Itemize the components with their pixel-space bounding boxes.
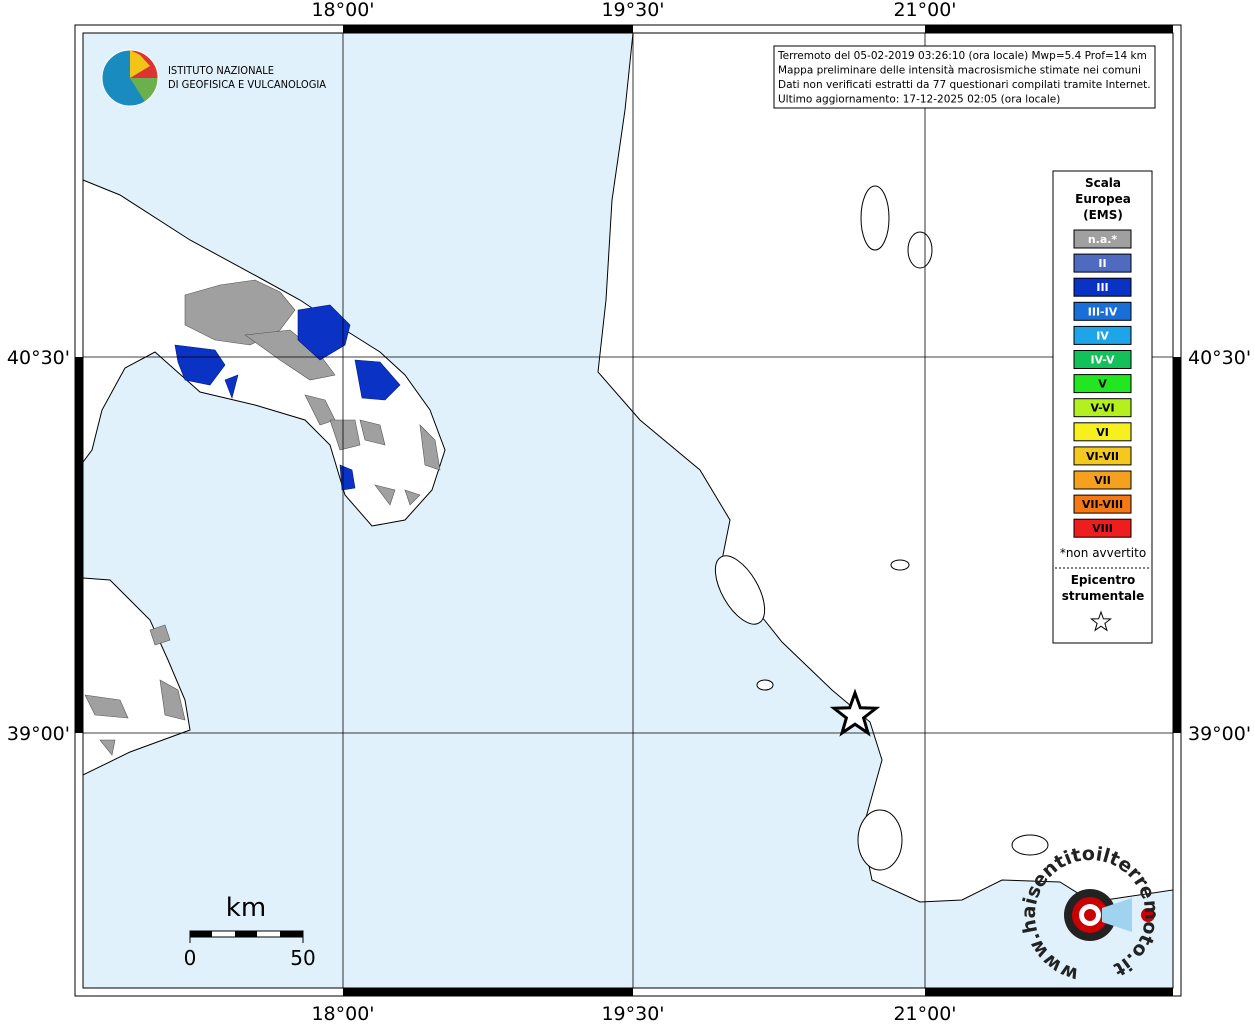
legend-epicentre: Epicentro — [1071, 573, 1136, 587]
info-line: Mappa preliminare delle intensità macros… — [778, 65, 1141, 77]
legend-swatch — [1073, 422, 1132, 442]
legend-title: Scala — [1085, 176, 1121, 190]
lat-label: 40°30' — [7, 347, 70, 369]
legend-label: IV-V — [1090, 354, 1115, 367]
legend-swatch — [1073, 398, 1132, 418]
legend-swatch — [1073, 253, 1132, 273]
lat-label: 40°30' — [1188, 347, 1251, 369]
scale-unit: km — [226, 893, 266, 923]
legend-label: VI-VII — [1086, 450, 1119, 463]
legend-label: IV — [1096, 329, 1109, 342]
ingv-logo: ISTITUTO NAZIONALE DI GEOFISICA E VULCAN… — [101, 49, 326, 107]
legend-swatch — [1073, 325, 1132, 345]
legend-title: (EMS) — [1083, 208, 1123, 222]
legend-label: VII-VIII — [1082, 498, 1123, 511]
legend: ScalaEuropea(EMS)n.a.*IIIIIIII-IVIVIV-VV… — [1052, 170, 1153, 644]
legend-label: n.a.* — [1088, 233, 1118, 246]
info-line: Terremoto del 05-02-2019 03:26:10 (ora l… — [777, 50, 1147, 62]
legend-swatch — [1073, 446, 1132, 466]
legend-swatch — [1073, 494, 1132, 514]
legend-label: III — [1096, 281, 1108, 294]
legend-swatch — [1073, 301, 1132, 321]
lon-label: 19°30' — [601, 1003, 664, 1024]
legend-label: VIII — [1092, 522, 1113, 535]
lat-label: 39°00' — [1188, 723, 1251, 745]
epicentre-star — [829, 688, 881, 737]
graticule-labels: 18°00' 19°30' 21°00' 18°00' 19°30' 21°00… — [7, 0, 1251, 1024]
institute-line: DI GEOFISICA E VULCANOLOGIA — [168, 78, 326, 91]
lat-label: 39°00' — [7, 723, 70, 745]
frame-bars — [75, 25, 1181, 996]
info-box: Terremoto del 05-02-2019 03:26:10 (ora l… — [773, 45, 1156, 109]
legend-label: III-IV — [1088, 305, 1118, 318]
institute-line: ISTITUTO NAZIONALE — [168, 64, 274, 77]
municipalities — [84, 279, 441, 756]
legend-label: V-VI — [1090, 402, 1114, 415]
lon-label: 18°00' — [311, 0, 374, 21]
lon-label: 21°00' — [893, 1003, 956, 1024]
scale-start: 0 — [184, 946, 197, 970]
info-line: Dati non verificati estratti da 77 quest… — [778, 79, 1151, 91]
scale-bar: km 0 50 — [184, 893, 316, 970]
info-line: Ultimo aggiornamento: 17-12-2025 02:05 (… — [778, 94, 1060, 106]
graticule — [83, 33, 1173, 988]
legend-epicentre: strumentale — [1062, 589, 1145, 603]
legend-swatch — [1073, 277, 1132, 297]
legend-note: *non avvertito — [1060, 546, 1146, 560]
legend-swatch — [1073, 518, 1132, 538]
legend-swatch — [1073, 229, 1132, 249]
legend-label: II — [1098, 257, 1106, 270]
legend-swatch — [1073, 374, 1132, 394]
legend-swatch — [1073, 350, 1132, 369]
legend-swatch — [1073, 470, 1132, 490]
lon-label: 21°00' — [893, 0, 956, 21]
scale-end: 50 — [290, 946, 315, 970]
legend-label: VII — [1094, 474, 1111, 487]
legend-label: V — [1098, 378, 1107, 391]
legend-title: Europea — [1075, 192, 1131, 206]
lon-label: 19°30' — [601, 0, 664, 21]
lon-label: 18°00' — [311, 1003, 374, 1024]
legend-label: VI — [1096, 426, 1109, 439]
